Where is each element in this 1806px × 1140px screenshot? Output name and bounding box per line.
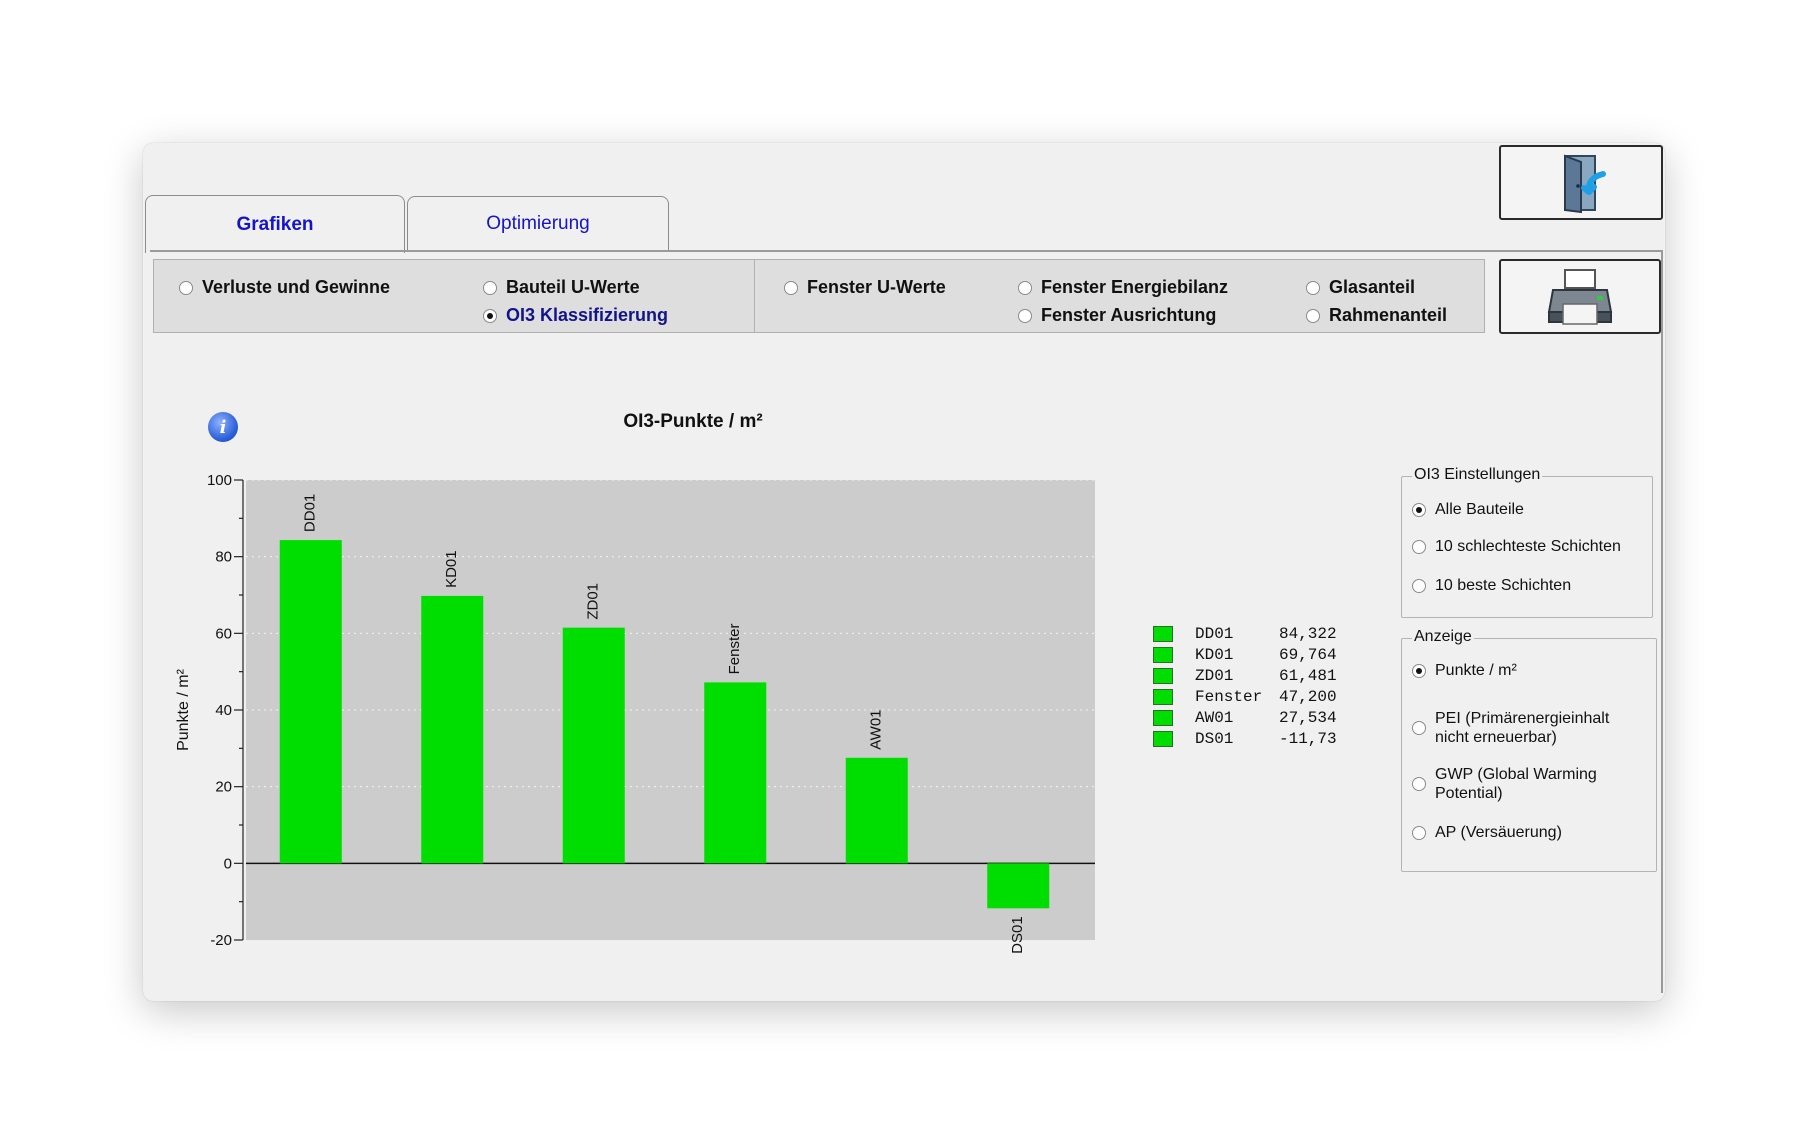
y-tick-label: 20 (215, 779, 232, 796)
radio-dot (1412, 539, 1426, 554)
legend-swatch (1153, 646, 1173, 663)
radio-fenster-ausrichtung[interactable]: Fenster Ausrichtung (1018, 305, 1216, 326)
radio-dot (179, 280, 193, 295)
radio-oi3-klassifizierung[interactable]: OI3 Klassifizierung (483, 305, 668, 326)
print-button[interactable] (1499, 259, 1661, 334)
legend-entry: AW01 27,534 (1153, 707, 1349, 728)
radio-bauteil-u-werte[interactable]: Bauteil U-Werte (483, 277, 640, 298)
diagram-selector-bar: Verluste und Gewinne Bauteil U-Werte OI3… (153, 259, 1485, 333)
radio-dot (1306, 308, 1320, 323)
tab-optimierung[interactable]: Optimierung (407, 196, 669, 251)
radio-dot (1412, 825, 1426, 840)
radio-pei[interactable]: PEI (Primärenergieinhalt nicht erneuerbar… (1412, 709, 1609, 747)
radio-dot (1412, 502, 1426, 517)
tab-grafiken[interactable]: Grafiken (145, 195, 405, 253)
bar-label: ZD01 (585, 583, 602, 620)
legend-entry: ZD01 61,481 (1153, 665, 1349, 686)
oi3-bar-chart: 100 80 60 40 20 0 -20 Punkte / m² DD01 KD01 ZD01 Fe… (175, 472, 1095, 954)
legend-swatch (1153, 688, 1173, 705)
radio-10-schlechteste-schichten[interactable]: 10 schlechteste Schichten (1412, 537, 1621, 556)
radio-ap-versaeuerung[interactable]: AP (Versäuerung) (1412, 823, 1562, 842)
bar-dd01 (279, 540, 342, 864)
bar-ds01 (987, 863, 1050, 909)
legend-value: -11,73 (1279, 729, 1337, 748)
info-icon[interactable]: i (208, 412, 238, 442)
legend-entry: DS01 -11,73 (1153, 728, 1349, 749)
printer-icon (1547, 268, 1613, 325)
y-tick-label: 80 (215, 549, 232, 566)
legend-value: 84,322 (1279, 624, 1337, 643)
radio-fenster-u-werte[interactable]: Fenster U-Werte (784, 277, 946, 298)
legend-value: 27,534 (1279, 708, 1337, 727)
legend-value: 69,764 (1279, 645, 1337, 664)
legend-name: DD01 (1195, 624, 1234, 643)
tab-divider-line (150, 250, 1663, 252)
radio-dot (1018, 280, 1032, 295)
anzeige-group: Anzeige Punkte / m² PEI (Primärenergiein… (1401, 628, 1657, 872)
y-tick-label: -20 (210, 932, 232, 949)
legend-entry: DD01 84,322 (1153, 623, 1349, 644)
radio-glasanteil[interactable]: Glasanteil (1306, 277, 1415, 298)
legend-entry: KD01 69,764 (1153, 644, 1349, 665)
radio-fenster-energiebilanz[interactable]: Fenster Energiebilanz (1018, 277, 1228, 298)
radio-dot (1412, 663, 1426, 678)
y-tick-label: 0 (224, 855, 232, 872)
panel-edge (1661, 250, 1663, 993)
radio-dot (1306, 280, 1320, 295)
radio-dot (1412, 721, 1426, 735)
chart-title: OI3-Punkte / m² (623, 411, 763, 432)
oi3-window: Grafiken Optimierung Verluste und Gewinn… (143, 143, 1665, 1001)
bar-zd01 (562, 627, 625, 864)
bar-aw01 (845, 757, 908, 864)
oi3-settings-title: OI3 Einstellungen (1412, 466, 1543, 484)
y-tick-label: 100 (207, 472, 232, 489)
legend-swatch (1153, 625, 1173, 642)
radio-punkte-m2[interactable]: Punkte / m² (1412, 661, 1517, 680)
radio-verluste-gewinne[interactable]: Verluste und Gewinne (179, 277, 390, 298)
radio-dot (1412, 578, 1426, 593)
legend-value: 61,481 (1279, 666, 1337, 685)
y-axis-label: Punkte / m² (175, 668, 192, 750)
legend-name: DS01 (1195, 729, 1234, 748)
y-tick-label: 40 (215, 702, 232, 719)
y-tick-label: 60 (215, 625, 232, 642)
radio-dot (1412, 777, 1426, 791)
bar-label: Fenster (726, 624, 743, 675)
bar-kd01 (421, 595, 484, 864)
legend-name: KD01 (1195, 645, 1234, 664)
radio-10-beste-schichten[interactable]: 10 beste Schichten (1412, 576, 1571, 595)
legend-swatch (1153, 667, 1173, 684)
radio-gwp[interactable]: GWP (Global Warming Potential) (1412, 765, 1597, 803)
legend-swatch (1153, 730, 1173, 747)
legend-name: AW01 (1195, 708, 1234, 727)
oi3-settings-group: OI3 Einstellungen Alle Bauteile 10 schle… (1401, 466, 1653, 618)
bar-label: AW01 (868, 709, 885, 749)
legend-name: ZD01 (1195, 666, 1234, 685)
door-exit-icon (1564, 154, 1606, 213)
radio-dot (483, 280, 497, 295)
radio-dot (784, 280, 798, 295)
selector-divider (754, 260, 755, 332)
bar-fenster (704, 682, 767, 864)
anzeige-title: Anzeige (1412, 628, 1474, 646)
legend-value: 47,200 (1279, 687, 1337, 706)
bar-label: KD01 (443, 550, 460, 588)
radio-rahmenanteil[interactable]: Rahmenanteil (1306, 305, 1447, 326)
bar-label: DD01 (302, 494, 319, 532)
chart-legend: DD01 84,322 KD01 69,764 ZD01 61,481 Fenster 47,… (1153, 623, 1349, 749)
radio-dot (1018, 308, 1032, 323)
legend-entry: Fenster 47,200 (1153, 686, 1349, 707)
radio-alle-bauteile[interactable]: Alle Bauteile (1412, 500, 1524, 519)
bar-label: DS01 (1009, 916, 1026, 954)
legend-swatch (1153, 709, 1173, 726)
legend-name: Fenster (1195, 687, 1263, 706)
radio-dot (483, 308, 497, 323)
exit-button[interactable] (1499, 145, 1663, 220)
